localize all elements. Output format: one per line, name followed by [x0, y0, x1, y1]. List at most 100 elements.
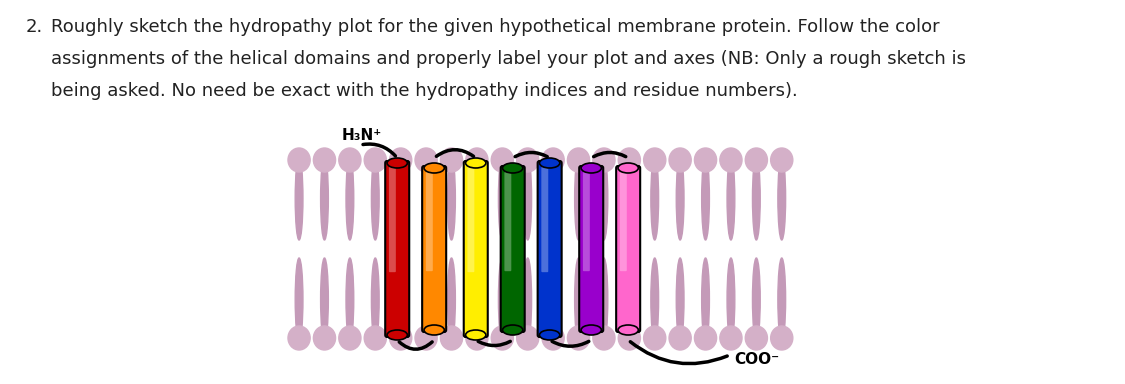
- Circle shape: [720, 148, 742, 172]
- FancyBboxPatch shape: [538, 161, 561, 337]
- Circle shape: [593, 326, 615, 350]
- Circle shape: [364, 148, 386, 172]
- Ellipse shape: [753, 258, 760, 341]
- FancyBboxPatch shape: [501, 166, 524, 332]
- Ellipse shape: [727, 258, 735, 341]
- Circle shape: [644, 326, 666, 350]
- Text: 2.: 2.: [26, 18, 43, 36]
- Circle shape: [619, 326, 640, 350]
- FancyBboxPatch shape: [467, 167, 475, 272]
- Ellipse shape: [676, 157, 684, 240]
- Circle shape: [288, 148, 310, 172]
- FancyBboxPatch shape: [583, 172, 590, 271]
- Text: being asked. No need be exact with the hydropathy indices and residue numbers).: being asked. No need be exact with the h…: [51, 82, 798, 100]
- Ellipse shape: [448, 157, 456, 240]
- Circle shape: [440, 148, 462, 172]
- Circle shape: [644, 148, 666, 172]
- Circle shape: [364, 326, 386, 350]
- Circle shape: [771, 326, 793, 350]
- Ellipse shape: [575, 157, 583, 240]
- Ellipse shape: [580, 163, 602, 173]
- Circle shape: [771, 148, 793, 172]
- Circle shape: [389, 148, 412, 172]
- FancyBboxPatch shape: [504, 172, 511, 271]
- Circle shape: [339, 326, 361, 350]
- FancyBboxPatch shape: [620, 172, 627, 271]
- Ellipse shape: [472, 258, 480, 341]
- Ellipse shape: [651, 157, 658, 240]
- Circle shape: [415, 148, 438, 172]
- Circle shape: [745, 148, 767, 172]
- Ellipse shape: [466, 330, 486, 340]
- Circle shape: [389, 326, 412, 350]
- Circle shape: [542, 326, 565, 350]
- Ellipse shape: [549, 157, 557, 240]
- Ellipse shape: [618, 325, 638, 335]
- Ellipse shape: [600, 258, 608, 341]
- Ellipse shape: [346, 157, 353, 240]
- Circle shape: [466, 326, 488, 350]
- Ellipse shape: [503, 325, 523, 335]
- Ellipse shape: [618, 163, 638, 173]
- Circle shape: [339, 148, 361, 172]
- Ellipse shape: [295, 157, 303, 240]
- Ellipse shape: [540, 330, 560, 340]
- Ellipse shape: [346, 258, 353, 341]
- Circle shape: [593, 148, 615, 172]
- FancyBboxPatch shape: [464, 161, 488, 337]
- Text: Roughly sketch the hydropathy plot for the given hypothetical membrane protein. : Roughly sketch the hydropathy plot for t…: [51, 18, 939, 36]
- Ellipse shape: [575, 258, 583, 341]
- Ellipse shape: [321, 258, 328, 341]
- Ellipse shape: [295, 258, 303, 341]
- Ellipse shape: [321, 157, 328, 240]
- Circle shape: [669, 148, 691, 172]
- Ellipse shape: [524, 258, 532, 341]
- Ellipse shape: [727, 157, 735, 240]
- Ellipse shape: [777, 157, 785, 240]
- Circle shape: [516, 148, 539, 172]
- Ellipse shape: [651, 258, 658, 341]
- Ellipse shape: [371, 157, 379, 240]
- Circle shape: [314, 326, 335, 350]
- Ellipse shape: [580, 325, 602, 335]
- Ellipse shape: [424, 163, 444, 173]
- Ellipse shape: [626, 258, 633, 341]
- Circle shape: [619, 148, 640, 172]
- Circle shape: [466, 148, 488, 172]
- Ellipse shape: [387, 330, 407, 340]
- Ellipse shape: [387, 158, 407, 168]
- Circle shape: [314, 148, 335, 172]
- FancyBboxPatch shape: [616, 166, 640, 332]
- Circle shape: [492, 326, 513, 350]
- Ellipse shape: [472, 157, 480, 240]
- Ellipse shape: [702, 157, 710, 240]
- Ellipse shape: [676, 258, 684, 341]
- Ellipse shape: [466, 158, 486, 168]
- Circle shape: [288, 326, 310, 350]
- Ellipse shape: [397, 157, 405, 240]
- FancyBboxPatch shape: [579, 166, 603, 332]
- Circle shape: [492, 148, 513, 172]
- FancyBboxPatch shape: [422, 166, 447, 332]
- Ellipse shape: [753, 157, 760, 240]
- Ellipse shape: [540, 158, 560, 168]
- Circle shape: [694, 326, 717, 350]
- Ellipse shape: [777, 258, 785, 341]
- Ellipse shape: [397, 258, 405, 341]
- Ellipse shape: [424, 325, 444, 335]
- Circle shape: [567, 326, 590, 350]
- Text: COO⁻: COO⁻: [735, 353, 780, 367]
- Ellipse shape: [549, 258, 557, 341]
- Ellipse shape: [503, 163, 523, 173]
- Ellipse shape: [448, 258, 456, 341]
- Ellipse shape: [600, 157, 608, 240]
- Ellipse shape: [371, 258, 379, 341]
- FancyBboxPatch shape: [426, 172, 433, 271]
- Ellipse shape: [702, 258, 710, 341]
- Ellipse shape: [498, 157, 506, 240]
- Circle shape: [720, 326, 742, 350]
- FancyBboxPatch shape: [541, 167, 548, 272]
- FancyBboxPatch shape: [389, 167, 396, 272]
- Circle shape: [516, 326, 539, 350]
- Circle shape: [694, 148, 717, 172]
